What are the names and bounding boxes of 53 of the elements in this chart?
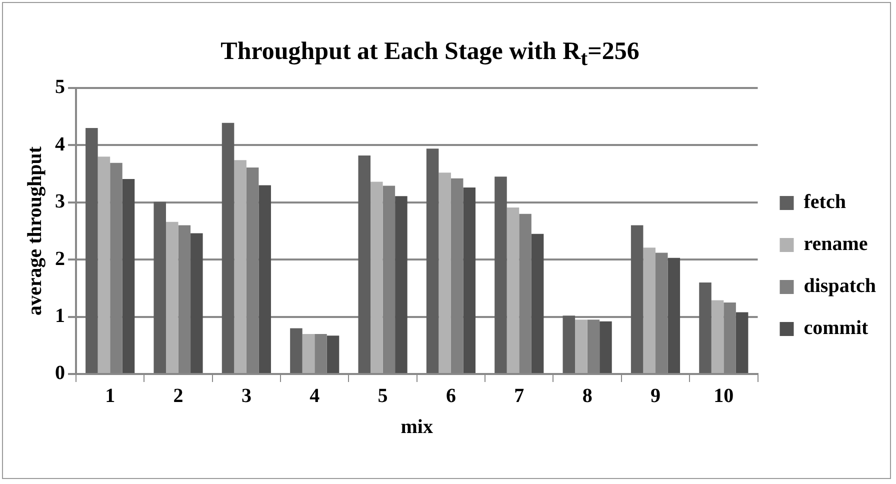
x-tick-label: 3 [241, 385, 252, 408]
bar [122, 178, 135, 373]
bar [290, 328, 302, 373]
bar [630, 225, 644, 373]
bar [506, 208, 520, 373]
bar [699, 282, 712, 373]
bar [166, 222, 178, 373]
x-tick-label: 4 [310, 385, 320, 408]
y-axis-title: average throughput [24, 146, 46, 316]
legend-label: rename [804, 233, 868, 256]
y-tick-label: 2 [55, 248, 65, 270]
y-tick-label: 1 [55, 304, 65, 327]
bar [711, 300, 724, 373]
bar [531, 234, 544, 373]
legend-label: dispatch [804, 275, 876, 298]
bar [326, 336, 340, 373]
bar [154, 202, 166, 373]
bar [438, 172, 451, 373]
bar [370, 182, 383, 373]
legend-label: commit [804, 317, 869, 340]
y-tick-label: 4 [55, 133, 65, 156]
bar [234, 160, 246, 373]
bar [562, 316, 576, 373]
bar [463, 188, 476, 373]
x-tick-label: 7 [514, 385, 524, 408]
bar [258, 185, 271, 373]
bar [86, 128, 98, 373]
bar [575, 320, 588, 373]
x-tick-label: 8 [582, 385, 592, 408]
bar [302, 334, 315, 373]
x-tick-label: 2 [173, 385, 184, 408]
bar [736, 312, 748, 373]
x-tick-label: 5 [378, 385, 388, 408]
bar [190, 233, 203, 373]
y-tick-label: 3 [55, 190, 65, 213]
x-tick-label: 6 [446, 385, 456, 408]
bar [395, 196, 408, 373]
bar [98, 156, 110, 373]
y-tick-label: 5 [55, 76, 65, 98]
y-tick-label: 0 [55, 362, 65, 384]
legend-label: fetch [804, 191, 846, 214]
bar [668, 258, 680, 373]
bar [643, 248, 656, 373]
chart-title: Throughput at Each Stage with R$_{t}$=256 [220, 38, 640, 71]
x-tick-label: 1 [105, 385, 116, 408]
x-tick-label: 9 [650, 385, 660, 408]
x-axis-title: mix [400, 416, 433, 438]
bar [222, 122, 234, 373]
bar [426, 148, 439, 373]
x-tick-label: 10 [714, 385, 734, 408]
bar [358, 155, 371, 373]
bar [600, 321, 612, 373]
bar [494, 176, 507, 373]
